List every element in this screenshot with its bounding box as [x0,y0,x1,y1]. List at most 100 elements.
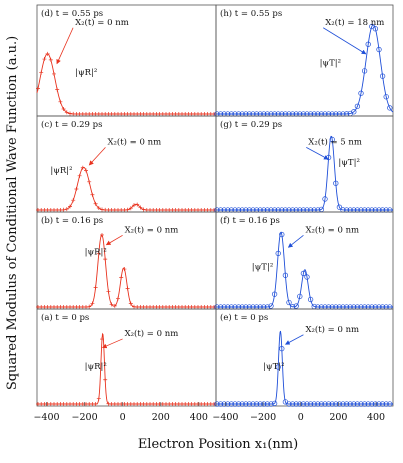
circle-marker [246,401,253,407]
plus-marker [58,99,63,104]
plus-marker [132,203,136,208]
circle-marker [271,291,278,297]
circle-marker [340,401,346,407]
plus-marker [55,87,60,92]
circle-marker [372,26,379,32]
circle-marker [232,401,238,407]
wave-curve [37,332,216,405]
circle-marker [365,401,371,407]
wave-markers [214,136,393,213]
circle-marker [351,401,357,407]
circle-marker [268,303,274,309]
circle-marker [325,401,332,407]
circle-marker [271,400,278,407]
circle-marker [228,401,235,407]
annotation-arrow [105,234,123,246]
circle-marker [289,401,296,407]
plus-marker [212,112,216,116]
panel-frame [215,115,394,213]
circle-marker [307,296,314,303]
panel-label: (e) t = 0 ps [220,312,268,323]
plus-marker [106,289,111,294]
circle-marker [282,272,289,278]
annotation-arrow [287,234,304,248]
annotation-arrow [284,334,304,345]
panel-left-2: (b) t = 0.16 ps X₂(t) = 0 nm |ψR|² [36,211,217,310]
position-annotation: X₂(t) = 0 nm [107,136,161,147]
psi-label: |ψR|² [85,362,107,372]
panel-frame [36,308,217,407]
plus-marker [87,304,92,309]
wave-markers [214,23,393,117]
circle-marker [307,401,314,407]
wave-curve [216,231,393,308]
circle-marker [315,401,321,407]
annotation-arrow [101,338,123,349]
circle-marker [361,68,368,74]
circle-marker [358,401,364,407]
psi-label: |ψT|² [338,158,359,168]
annotation-arrow [306,147,329,160]
plus-marker [122,267,127,272]
plus-marker [109,302,114,307]
plus-marker [112,303,117,308]
plus-marker [103,377,108,382]
wave-markers [36,232,216,309]
circle-marker [383,94,389,100]
circle-marker [369,401,375,407]
plus-marker [116,296,120,301]
plus-marker [100,337,104,342]
plus-marker [61,106,66,111]
plus-marker [96,251,101,256]
plus-marker [128,206,133,211]
plus-marker [61,207,66,212]
x-tick-label: 0 [298,412,304,423]
plus-marker [80,165,85,170]
circle-marker [376,401,382,407]
plus-marker [212,208,216,212]
position-annotation: X₂(t) = 0 nm [125,224,179,235]
psi-label: |ψR|² [50,166,72,176]
plus-marker [71,198,76,203]
plus-marker [93,401,98,406]
position-annotation: X₂(t) = 0 nm [75,17,129,28]
annotation-arrow [88,147,106,166]
position-annotation: X₂(t) = 0 nm [125,328,179,339]
panel-right-1: (g) t = 0.29 ps X₂(t) = 5 nm |ψT|² [214,115,394,213]
circle-marker [343,401,350,407]
circle-marker [217,401,224,407]
circle-marker [322,401,328,407]
plus-marker [48,57,53,62]
x-tick-label: −400 [33,412,59,423]
circle-marker [268,401,274,407]
circle-marker [329,401,335,407]
x-tick-label: −200 [250,412,276,423]
psi-label: |ψT|² [263,362,284,372]
circle-marker [379,401,386,407]
x-tick-label: −200 [72,412,98,423]
plus-marker [138,205,143,210]
x-tick-labels: −400 −200 0 200 400 −400 −200 0 200 400 [33,402,385,423]
wave-curve [36,53,216,115]
plus-marker [119,275,124,280]
circle-marker [358,90,364,96]
circle-marker [372,401,379,407]
circle-marker [286,401,292,407]
circle-marker [333,180,339,186]
plus-marker [87,179,92,184]
plus-marker [135,202,140,207]
annotation-arrow [323,27,367,55]
plus-marker [103,257,108,262]
panel-right-3: (e) t = 0 ps X₂(t) = 0 nm |ψT|² [214,308,394,407]
x-tick-label: −400 [212,412,238,423]
plus-marker [36,86,40,91]
position-annotation: X₂(t) = 0 nm [305,224,359,235]
circle-marker [221,401,227,407]
plus-marker [90,301,95,306]
panel-label: (g) t = 0.29 ps [220,119,282,130]
circle-marker [361,401,368,407]
plus-marker [100,232,104,237]
plus-marker [125,286,130,291]
plus-marker [93,201,98,206]
